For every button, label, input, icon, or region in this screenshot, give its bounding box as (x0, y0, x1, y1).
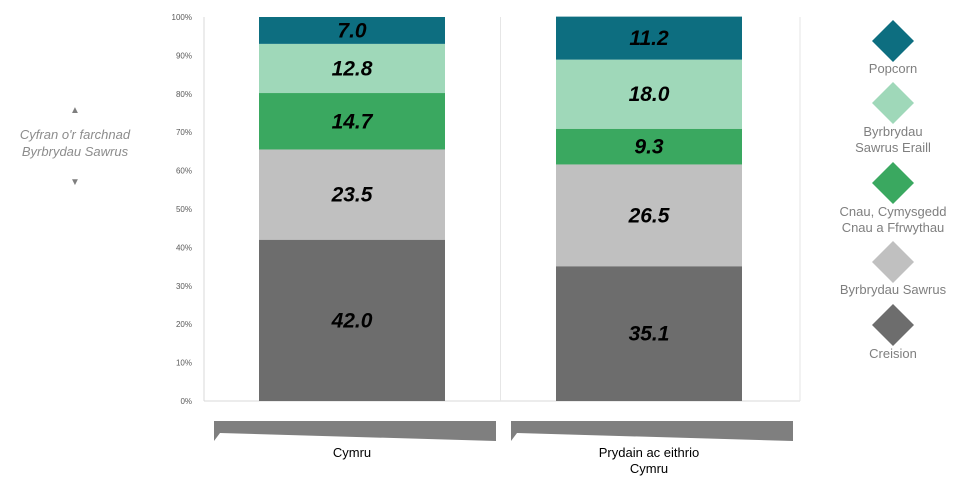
data-label: 7.0 (337, 19, 367, 42)
category-band (511, 421, 793, 441)
bar-segment (556, 128, 742, 165)
bar-segment (556, 16, 742, 60)
legend-label: Cnau, Cymysgedd Cnau a Ffrwythau (839, 204, 947, 235)
data-label: 14.7 (332, 110, 374, 133)
y-tick-label: 30% (176, 282, 192, 291)
y-tick-label: 50% (176, 205, 192, 214)
x-category-label: Cymru (332, 445, 372, 460)
y-tick-label: 80% (176, 90, 192, 99)
data-label: 23.5 (331, 184, 373, 207)
legend-marker (872, 241, 914, 283)
y-tick-label: 10% (176, 359, 192, 368)
data-label: 18.0 (629, 83, 670, 106)
bar-segment (259, 239, 445, 401)
legend-label: Byrbrydau Sawrus (839, 282, 947, 297)
bar-segment (259, 149, 445, 240)
y-tick-label: 40% (176, 243, 192, 252)
data-label: 42.0 (331, 309, 373, 332)
y-tick-label: 90% (176, 51, 192, 60)
bar-segment (556, 266, 742, 401)
data-label: 26.5 (628, 204, 670, 227)
y-tick-label: 0% (180, 397, 192, 406)
bar-segment (556, 164, 742, 267)
legend-marker (872, 82, 914, 124)
bar-segment (556, 59, 742, 129)
data-label: 12.8 (332, 57, 373, 80)
x-category-label: Prydain ac eithrio Cymru (598, 445, 700, 476)
bar-segment (259, 93, 445, 150)
legend-marker (872, 20, 914, 62)
data-label: 9.3 (634, 136, 664, 159)
bar-segment (259, 17, 445, 44)
data-label: 35.1 (629, 323, 670, 346)
y-tick-label: 70% (176, 128, 192, 137)
y-tick-label: 60% (176, 167, 192, 176)
legend-label: Creision (869, 346, 917, 361)
y-axis-title-text: Cyfran o'r farchnad Byrbrydau Sawrus (19, 127, 131, 159)
category-band (214, 421, 496, 441)
legend-marker (872, 162, 914, 204)
axis-arrow-up: ▲ (70, 105, 80, 116)
legend-marker (872, 304, 914, 346)
axis-arrow-down: ▼ (70, 177, 80, 188)
legend-label: Popcorn (868, 61, 918, 76)
data-label: 11.2 (629, 27, 669, 50)
y-tick-label: 100% (172, 13, 192, 22)
y-tick-label: 20% (176, 320, 192, 329)
legend-label: Byrbrydau Sawrus Eraill (855, 124, 931, 155)
y-axis-title: ▲ Cyfran o'r farchnad Byrbrydau Sawrus ▼ (0, 105, 150, 188)
bar-segment (259, 43, 445, 94)
